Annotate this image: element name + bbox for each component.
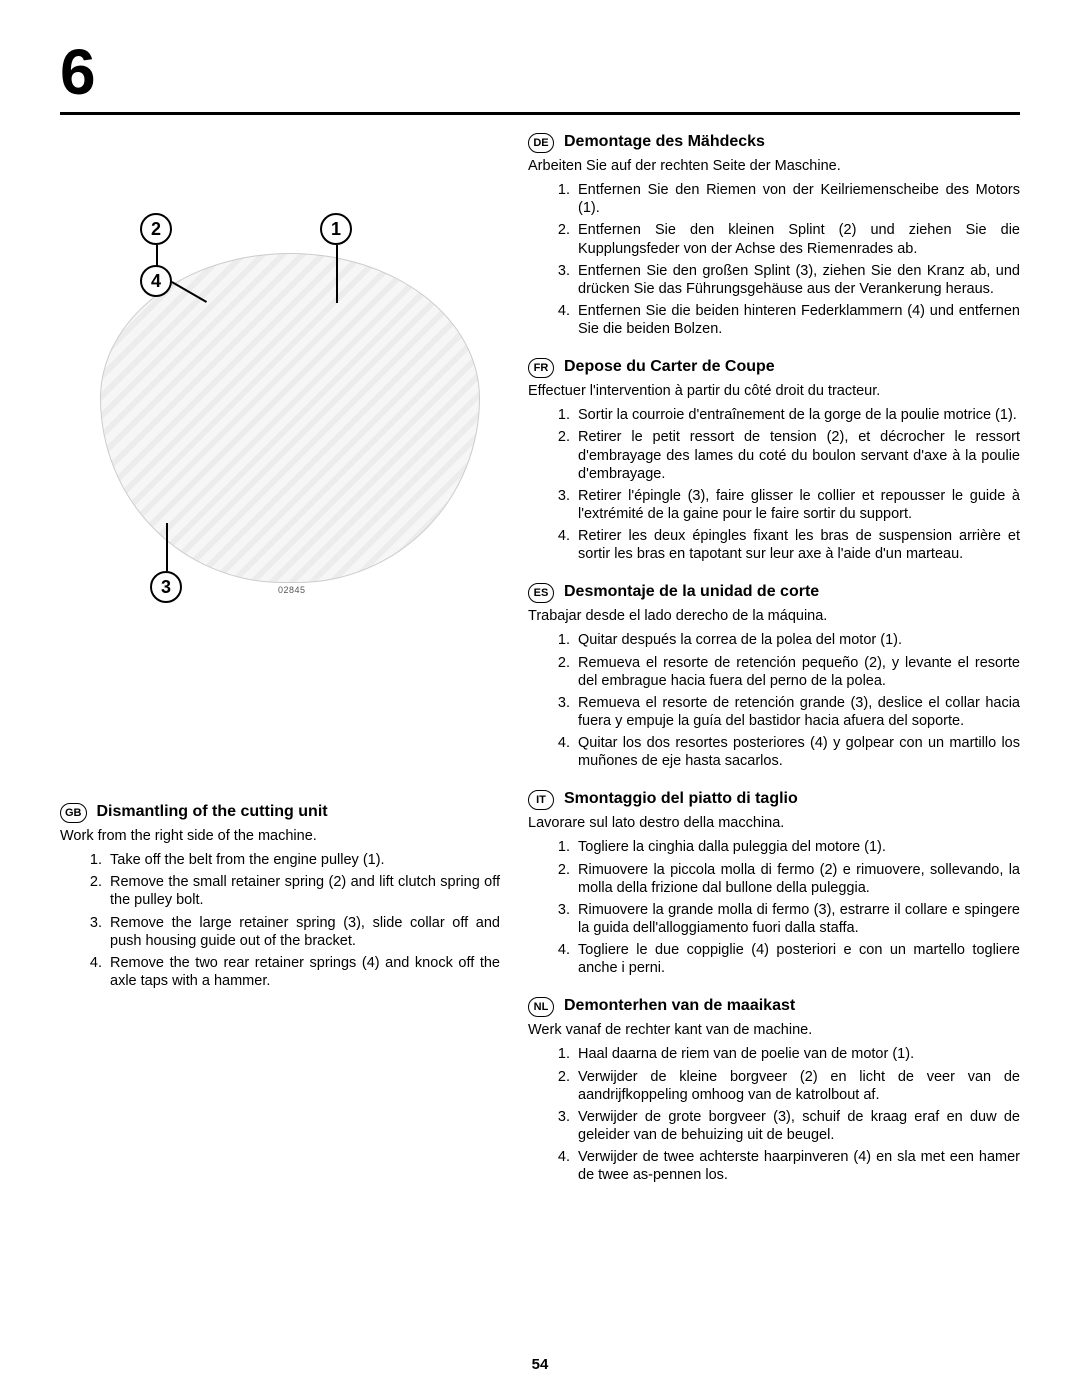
section-de: DE Demontage des Mähdecks Arbeiten Sie a… xyxy=(528,133,1020,338)
left-column: 2 1 4 3 02845 GB Dismantling of the cutt… xyxy=(60,133,500,1204)
list-item: Verwijder de grote borgveer (3), schuif … xyxy=(574,1108,1020,1144)
callout-3: 3 xyxy=(150,571,182,603)
list-item: Retirer les deux épingles fixant les bra… xyxy=(574,527,1020,563)
cutting-unit-illustration xyxy=(100,253,480,583)
list-item: Rimuovere la piccola molla di fermo (2) … xyxy=(574,861,1020,897)
section-es: ES Desmontaje de la unidad de corte Trab… xyxy=(528,583,1020,770)
callout-1-line xyxy=(336,245,338,303)
list-item: Entfernen Sie den großen Splint (3), zie… xyxy=(574,262,1020,298)
list-item: Togliere la cinghia dalla puleggia del m… xyxy=(574,838,1020,856)
section-nl-head: NL Demonterhen van de maaikast xyxy=(528,997,1020,1017)
lang-badge-es: ES xyxy=(528,583,554,603)
section-es-head: ES Desmontaje de la unidad de corte xyxy=(528,583,1020,603)
section-es-intro: Trabajar desde el lado derecho de la máq… xyxy=(528,607,1020,625)
list-item: Remueva el resorte de retención grande (… xyxy=(574,694,1020,730)
lang-badge-it: IT xyxy=(528,790,554,810)
figure-part-id: 02845 xyxy=(278,585,306,595)
lang-badge-gb: GB xyxy=(60,803,87,823)
list-item: Take off the belt from the engine pulley… xyxy=(106,851,500,869)
list-item: Rimuovere la grande molla di fermo (3), … xyxy=(574,901,1020,937)
section-fr-intro: Effectuer l'intervention à partir du côt… xyxy=(528,382,1020,400)
section-gb-intro: Work from the right side of the machine. xyxy=(60,827,500,845)
list-item: Remove the small retainer spring (2) and… xyxy=(106,873,500,909)
list-item: Quitar los dos resortes posteriores (4) … xyxy=(574,734,1020,770)
figure-diagram: 2 1 4 3 02845 xyxy=(60,193,500,613)
callout-2: 2 xyxy=(140,213,172,245)
section-gb: GB Dismantling of the cutting unit Work … xyxy=(60,803,500,990)
section-it-title: Smontaggio del piatto di taglio xyxy=(564,790,798,808)
section-gb-steps: Take off the belt from the engine pulley… xyxy=(60,851,500,990)
list-item: Togliere le due coppiglie (4) posteriori… xyxy=(574,941,1020,977)
content-columns: 2 1 4 3 02845 GB Dismantling of the cutt… xyxy=(60,133,1020,1204)
list-item: Verwijder de kleine borgveer (2) en lich… xyxy=(574,1068,1020,1104)
callout-3-line xyxy=(166,523,168,571)
lang-badge-fr: FR xyxy=(528,358,554,378)
page-number: 54 xyxy=(0,1356,1080,1373)
lang-badge-nl: NL xyxy=(528,997,554,1017)
list-item: Entfernen Sie die beiden hinteren Federk… xyxy=(574,302,1020,338)
list-item: Entfernen Sie den kleinen Splint (2) und… xyxy=(574,221,1020,257)
chapter-number: 6 xyxy=(60,40,1020,104)
list-item: Verwijder de twee achterste haarpinveren… xyxy=(574,1148,1020,1184)
section-nl-title: Demonterhen van de maaikast xyxy=(564,997,795,1015)
section-nl: NL Demonterhen van de maaikast Werk vana… xyxy=(528,997,1020,1184)
section-fr-steps: Sortir la courroie d'entraînement de la … xyxy=(528,406,1020,563)
list-item: Remove the large retainer spring (3), sl… xyxy=(106,914,500,950)
section-nl-steps: Haal daarna de riem van de poelie van de… xyxy=(528,1045,1020,1184)
list-item: Sortir la courroie d'entraînement de la … xyxy=(574,406,1020,424)
list-item: Remueva el resorte de retención pequeño … xyxy=(574,654,1020,690)
section-it-steps: Togliere la cinghia dalla puleggia del m… xyxy=(528,838,1020,977)
callout-4: 4 xyxy=(140,265,172,297)
lang-badge-de: DE xyxy=(528,133,554,153)
section-es-title: Desmontaje de la unidad de corte xyxy=(564,583,819,601)
right-column: DE Demontage des Mähdecks Arbeiten Sie a… xyxy=(528,133,1020,1204)
section-gb-title: Dismantling of the cutting unit xyxy=(97,803,328,821)
section-es-steps: Quitar después la correa de la polea del… xyxy=(528,631,1020,770)
list-item: Remove the two rear retainer springs (4)… xyxy=(106,954,500,990)
section-nl-intro: Werk vanaf de rechter kant van de machin… xyxy=(528,1021,1020,1039)
callout-1: 1 xyxy=(320,213,352,245)
section-de-title: Demontage des Mähdecks xyxy=(564,133,765,151)
section-de-steps: Entfernen Sie den Riemen von der Keilrie… xyxy=(528,181,1020,338)
section-de-head: DE Demontage des Mähdecks xyxy=(528,133,1020,153)
section-gb-head: GB Dismantling of the cutting unit xyxy=(60,803,500,823)
section-fr: FR Depose du Carter de Coupe Effectuer l… xyxy=(528,358,1020,563)
section-it-intro: Lavorare sul lato destro della macchina. xyxy=(528,814,1020,832)
list-item: Retirer l'épingle (3), faire glisser le … xyxy=(574,487,1020,523)
header-rule xyxy=(60,112,1020,115)
section-it-head: IT Smontaggio del piatto di taglio xyxy=(528,790,1020,810)
section-it: IT Smontaggio del piatto di taglio Lavor… xyxy=(528,790,1020,977)
list-item: Retirer le petit ressort de tension (2),… xyxy=(574,428,1020,482)
section-fr-head: FR Depose du Carter de Coupe xyxy=(528,358,1020,378)
list-item: Quitar después la correa de la polea del… xyxy=(574,631,1020,649)
list-item: Entfernen Sie den Riemen von der Keilrie… xyxy=(574,181,1020,217)
section-de-intro: Arbeiten Sie auf der rechten Seite der M… xyxy=(528,157,1020,175)
section-fr-title: Depose du Carter de Coupe xyxy=(564,358,775,376)
list-item: Haal daarna de riem van de poelie van de… xyxy=(574,1045,1020,1063)
